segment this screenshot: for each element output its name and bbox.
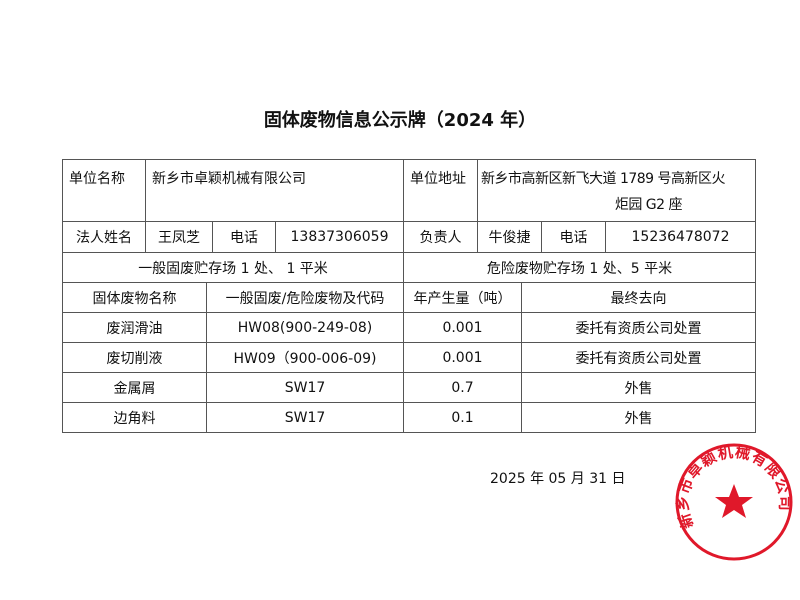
table-cell-code: HW09（900-006-09) [206,342,404,373]
table-header-name: 固体废物名称 [62,282,207,313]
phone-label: 电话 [212,221,276,253]
seal-star-icon [715,484,753,518]
address-line-2: 炬园 G2 座 [614,197,683,213]
page-title: 固体废物信息公示牌（2024 年） [263,110,537,131]
table-cell-name: 废润滑油 [62,312,207,343]
hazard-storage: 危险废物贮存场 1 处、5 平米 [403,252,756,283]
table-cell-name: 边角料 [62,402,207,433]
legal-name: 王凤芝 [145,221,213,253]
unit-address: 新乡市高新区新飞大道 1789 号高新区火 炬园 G2 座 [477,159,756,222]
table-cell-destination: 外售 [521,402,756,433]
manager-phone: 15236478072 [605,221,756,253]
address-line-1: 新乡市高新区新飞大道 1789 号高新区火 [481,171,726,187]
unit-addr-label: 单位地址 [403,159,478,222]
table-cell-destination: 外售 [521,372,756,403]
manager-name: 牛俊捷 [477,221,542,253]
seal-ring [675,443,793,561]
manager-label: 负责人 [403,221,478,253]
table-cell-amount: 0.001 [403,342,522,373]
table-cell-amount: 0.7 [403,372,522,403]
table-cell-code: SW17 [206,402,404,433]
legal-label: 法人姓名 [62,221,146,253]
table-cell-destination: 委托有资质公司处置 [521,312,756,343]
table-cell-code: SW17 [206,372,404,403]
phone-label-2: 电话 [541,221,606,253]
general-storage: 一般固废贮存场 1 处、 1 平米 [62,252,404,283]
table-cell-amount: 0.001 [403,312,522,343]
table-cell-destination: 委托有资质公司处置 [521,342,756,373]
table-header-code: 一般固废/危险废物及代码 [206,282,404,313]
unit-name: 新乡市卓颖机械有限公司 [145,159,404,222]
legal-phone: 13837306059 [275,221,404,253]
date: 2025 年 05 月 31 日 [490,471,626,487]
table-cell-name: 废切削液 [62,342,207,373]
unit-name-label: 单位名称 [62,159,146,222]
table-header-amount: 年产生量（吨） [403,282,522,313]
table-cell-name: 金属屑 [62,372,207,403]
table-header-destination: 最终去向 [521,282,756,313]
table-cell-code: HW08(900-249-08) [206,312,404,343]
table-cell-amount: 0.1 [403,402,522,433]
company-seal: 新乡市卓颖机械有限公司 [674,443,793,561]
